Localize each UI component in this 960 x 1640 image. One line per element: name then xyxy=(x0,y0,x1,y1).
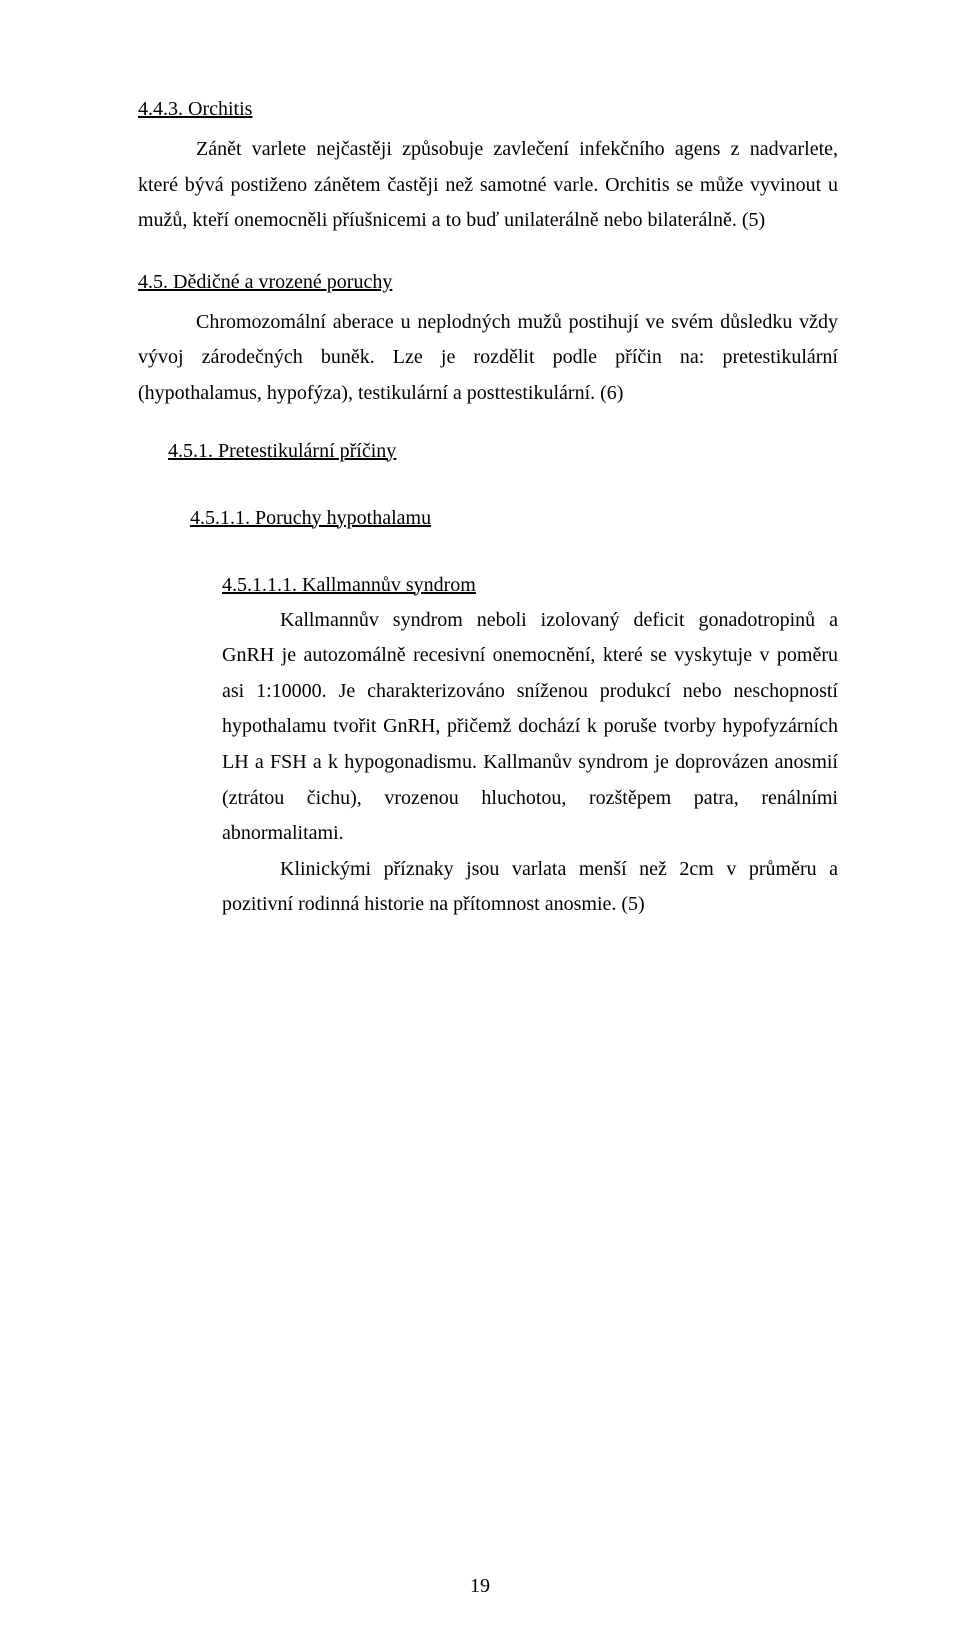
paragraph-45: Chromozomální aberace u neplodných mužů … xyxy=(138,305,838,412)
heading-4511: 4.5.1.1. Poruchy hypothalamu xyxy=(138,507,838,530)
page-number: 19 xyxy=(0,1575,960,1598)
heading-443: 4.4.3. Orchitis xyxy=(138,94,838,124)
heading-45: 4.5. Dědičné a vrozené poruchy xyxy=(138,267,838,297)
section-45111: 4.5.1.1.1. Kallmannův syndrom Kallmannův… xyxy=(222,574,838,923)
paragraph-45111-1: Kallmannův syndrom neboli izolovaný defi… xyxy=(222,603,838,852)
paragraph-45111-2: Klinickými příznaky jsou varlata menší n… xyxy=(222,852,838,923)
paragraph-443: Zánět varlete nejčastěji způsobuje zavle… xyxy=(138,132,838,239)
heading-451: 4.5.1. Pretestikulární příčiny xyxy=(138,440,838,463)
section-443: 4.4.3. Orchitis Zánět varlete nejčastěji… xyxy=(138,94,838,239)
section-45: 4.5. Dědičné a vrozené poruchy Chromozom… xyxy=(138,267,838,412)
heading-45111: 4.5.1.1.1. Kallmannův syndrom xyxy=(222,574,838,597)
